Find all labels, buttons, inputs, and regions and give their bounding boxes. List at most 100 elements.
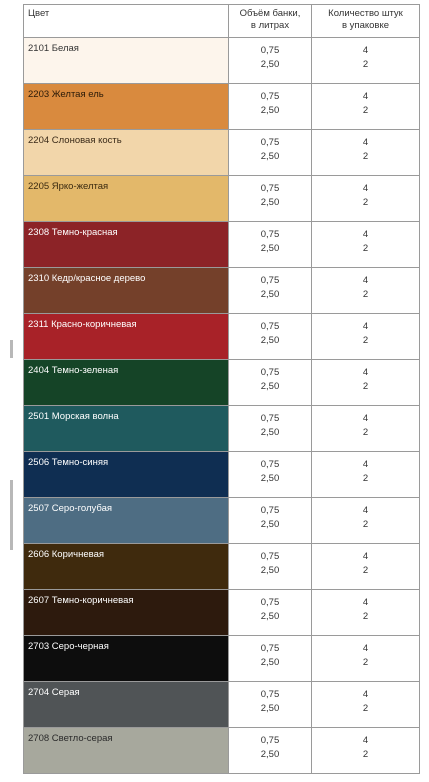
table-row: 2205 Ярко-желтая 0,75 2,50 4 2 <box>24 176 419 222</box>
color-name: 2101 Белая <box>28 43 79 54</box>
quantity-small: 4 <box>362 229 369 240</box>
color-swatch: 2708 Светло-серая <box>24 728 229 773</box>
volume-large: 2,50 <box>260 243 280 254</box>
quantity-large: 2 <box>362 703 369 714</box>
color-swatch: 2204 Слоновая кость <box>24 130 229 175</box>
color-name: 2507 Серо-голубая <box>28 503 113 514</box>
quantity-large: 2 <box>362 565 369 576</box>
color-swatch: 2704 Серая <box>24 682 229 727</box>
volume-small: 0,75 <box>260 735 280 746</box>
volume-small: 0,75 <box>260 413 280 424</box>
volume-large: 2,50 <box>260 473 280 484</box>
quantity-small: 4 <box>362 137 369 148</box>
quantity-small: 4 <box>362 505 369 516</box>
table-row: 2311 Красно-коричневая 0,75 2,50 4 2 <box>24 314 419 360</box>
quantity-large: 2 <box>362 611 369 622</box>
header-volume-line1: Объём банки, <box>239 8 301 19</box>
volume-small: 0,75 <box>260 137 280 148</box>
quantity-small: 4 <box>362 275 369 286</box>
quantity-small: 4 <box>362 45 369 56</box>
volume-small: 0,75 <box>260 689 280 700</box>
quantity-small: 4 <box>362 413 369 424</box>
volume-small: 0,75 <box>260 321 280 332</box>
color-name: 2311 Красно-коричневая <box>28 319 137 330</box>
volume-cell: 0,75 2,50 <box>229 268 312 313</box>
table-row: 2501 Морская волна 0,75 2,50 4 2 <box>24 406 419 452</box>
header-qty-line1: Количество штук <box>328 8 403 19</box>
quantity-small: 4 <box>362 551 369 562</box>
table-row: 2101 Белая 0,75 2,50 4 2 <box>24 38 419 84</box>
quantity-small: 4 <box>362 367 369 378</box>
quantity-large: 2 <box>362 749 369 760</box>
volume-small: 0,75 <box>260 183 280 194</box>
volume-cell: 0,75 2,50 <box>229 636 312 681</box>
table-row: 2606 Коричневая 0,75 2,50 4 2 <box>24 544 419 590</box>
volume-large: 2,50 <box>260 427 280 438</box>
header-volume-line2: в литрах <box>250 20 290 31</box>
color-name: 2606 Коричневая <box>28 549 105 560</box>
table-row: 2708 Светло-серая 0,75 2,50 4 2 <box>24 728 419 773</box>
volume-large: 2,50 <box>260 289 280 300</box>
color-swatch: 2311 Красно-коричневая <box>24 314 229 359</box>
volume-cell: 0,75 2,50 <box>229 498 312 543</box>
volume-large: 2,50 <box>260 335 280 346</box>
color-name: 2310 Кедр/красное дерево <box>28 273 146 284</box>
color-swatch: 2205 Ярко-желтая <box>24 176 229 221</box>
volume-small: 0,75 <box>260 459 280 470</box>
quantity-large: 2 <box>362 427 369 438</box>
volume-cell: 0,75 2,50 <box>229 544 312 589</box>
volume-large: 2,50 <box>260 703 280 714</box>
color-name: 2506 Темно-синяя <box>28 457 109 468</box>
quantity-large: 2 <box>362 59 369 70</box>
volume-cell: 0,75 2,50 <box>229 314 312 359</box>
color-name: 2607 Темно-коричневая <box>28 595 134 606</box>
volume-small: 0,75 <box>260 643 280 654</box>
table-row: 2507 Серо-голубая 0,75 2,50 4 2 <box>24 498 419 544</box>
quantity-small: 4 <box>362 643 369 654</box>
quantity-small: 4 <box>362 597 369 608</box>
color-name: 2308 Темно-красная <box>28 227 118 238</box>
table-row: 2204 Слоновая кость 0,75 2,50 4 2 <box>24 130 419 176</box>
quantity-small: 4 <box>362 689 369 700</box>
table-row: 2310 Кедр/красное дерево 0,75 2,50 4 2 <box>24 268 419 314</box>
color-name: 2204 Слоновая кость <box>28 135 122 146</box>
table-body: 2101 Белая 0,75 2,50 4 2 2203 Желтая ель 0,75 2… <box>24 38 419 773</box>
color-name: 2205 Ярко-желтая <box>28 181 109 192</box>
header-quantity: Количество штук в упаковке <box>312 5 419 37</box>
volume-small: 0,75 <box>260 275 280 286</box>
header-volume: Объём банки, в литрах <box>229 5 312 37</box>
table-row: 2308 Темно-красная 0,75 2,50 4 2 <box>24 222 419 268</box>
volume-cell: 0,75 2,50 <box>229 682 312 727</box>
volume-small: 0,75 <box>260 229 280 240</box>
table-row: 2607 Темно-коричневая 0,75 2,50 4 2 <box>24 590 419 636</box>
quantity-small: 4 <box>362 91 369 102</box>
volume-small: 0,75 <box>260 597 280 608</box>
volume-large: 2,50 <box>260 105 280 116</box>
volume-cell: 0,75 2,50 <box>229 38 312 83</box>
quantity-large: 2 <box>362 289 369 300</box>
quantity-small: 4 <box>362 183 369 194</box>
quantity-large: 2 <box>362 197 369 208</box>
quantity-large: 2 <box>362 473 369 484</box>
quantity-large: 2 <box>362 381 369 392</box>
header-color: Цвет <box>24 5 229 37</box>
volume-cell: 0,75 2,50 <box>229 130 312 175</box>
table-row: 2506 Темно-синяя 0,75 2,50 4 2 <box>24 452 419 498</box>
volume-large: 2,50 <box>260 197 280 208</box>
volume-small: 0,75 <box>260 505 280 516</box>
quantity-large: 2 <box>362 335 369 346</box>
quantity-large: 2 <box>362 519 369 530</box>
color-name: 2501 Морская волна <box>28 411 119 422</box>
